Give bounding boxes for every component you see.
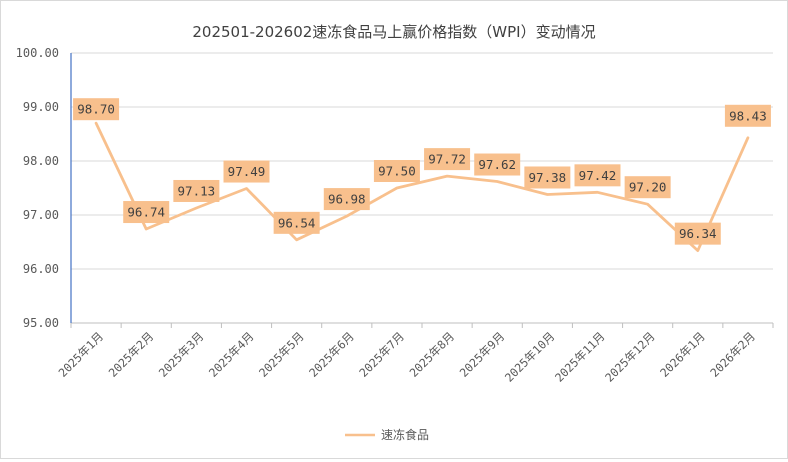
data-label-box (524, 166, 571, 189)
chart-title: 202501-202602速冻食品马上赢价格指数（WPI）变动情况 (192, 23, 595, 41)
data-label: 97.42 (574, 164, 621, 187)
data-label: 96.98 (323, 188, 370, 211)
x-tick-label: 2026年2月 (707, 329, 758, 380)
data-label-box (624, 176, 671, 199)
y-tick-label: 96.00 (23, 262, 59, 276)
data-label: 96.34 (674, 222, 721, 245)
data-label: 96.74 (123, 201, 170, 224)
data-label: 97.20 (624, 176, 671, 199)
x-tick-label: 2026年1月 (657, 329, 708, 380)
data-label-box (424, 148, 471, 171)
data-label: 97.49 (223, 160, 270, 183)
x-tick-label: 2025年1月 (56, 329, 107, 380)
data-labels: 98.70 96.74 97.13 97.49 96.54 96.98 97.50 97.72… (73, 98, 771, 245)
data-label-box (123, 201, 170, 224)
y-axis-ticks: 95.00 96.00 97.00 98.00 99.00 100.00 (16, 46, 59, 330)
series-lines (94, 121, 750, 253)
data-label-text: 96.98 (328, 192, 366, 207)
data-label-box (73, 98, 120, 121)
data-label-text: 97.13 (178, 183, 216, 198)
x-tick-label: 2025年9月 (457, 329, 508, 380)
x-tick-label: 2025年11月 (552, 329, 608, 385)
data-label: 97.62 (474, 153, 521, 176)
x-tick-label: 2025年8月 (407, 329, 458, 380)
data-label-text: 97.20 (629, 180, 667, 195)
x-tick-label: 2025年4月 (206, 329, 257, 380)
data-label-text: 96.74 (127, 205, 165, 220)
x-axis-ticks: 2025年1月 2025年2月 2025年3月 2025年4月 2025年5月 2025年… (56, 323, 774, 385)
data-label-box (574, 164, 621, 187)
data-label-text: 98.43 (729, 108, 767, 123)
data-label-text: 97.38 (529, 170, 567, 185)
x-tick-label: 2025年6月 (306, 329, 357, 380)
x-tick-label: 2025年10月 (502, 329, 558, 385)
data-label-box (674, 222, 721, 245)
y-tick-label: 98.00 (23, 154, 59, 168)
data-label-text: 96.54 (278, 215, 316, 230)
x-tick-label: 2025年2月 (106, 329, 157, 380)
gridlines (71, 52, 773, 270)
data-label: 97.38 (524, 166, 571, 189)
data-label: 98.43 (724, 104, 771, 127)
data-label: 97.72 (424, 148, 471, 171)
data-label-text: 97.62 (478, 157, 516, 172)
data-label-box (724, 104, 771, 127)
data-label: 97.50 (373, 160, 420, 182)
y-tick-label: 99.00 (23, 100, 59, 114)
legend-label: 速冻食品 (381, 427, 429, 442)
data-label-box (323, 188, 370, 211)
series-line-速冻食品 (94, 121, 750, 253)
data-label-box (474, 153, 521, 176)
data-label: 96.54 (273, 211, 320, 234)
data-label-text: 96.34 (679, 226, 717, 241)
data-label-box (173, 179, 220, 202)
data-label-box (273, 211, 320, 234)
data-label-text: 98.70 (77, 102, 115, 117)
data-label-text: 97.50 (378, 164, 416, 179)
y-tick-label: 95.00 (23, 316, 59, 330)
legend: 速冻食品 (345, 427, 429, 442)
data-label-text: 97.49 (228, 164, 266, 179)
y-tick-label: 100.00 (16, 46, 59, 60)
x-tick-label: 2025年7月 (356, 329, 407, 380)
data-label-text: 97.72 (428, 152, 466, 167)
data-label: 97.13 (173, 179, 220, 202)
y-tick-label: 97.00 (23, 208, 59, 222)
x-tick-label: 2025年5月 (256, 329, 307, 380)
data-label-box (223, 160, 270, 183)
data-label-text: 97.42 (579, 168, 617, 183)
x-tick-label: 2025年12月 (602, 329, 658, 385)
data-label-box (373, 160, 420, 182)
data-label: 98.70 (73, 98, 120, 121)
x-tick-label: 2025年3月 (156, 329, 207, 380)
